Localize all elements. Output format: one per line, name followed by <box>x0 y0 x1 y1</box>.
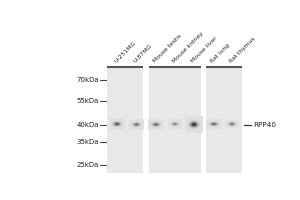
Text: Rat thymus: Rat thymus <box>229 36 257 64</box>
Text: Mouse kidney: Mouse kidney <box>171 31 204 64</box>
Bar <box>107 67 143 173</box>
Text: U-251MG: U-251MG <box>113 41 137 64</box>
Text: U-87MG: U-87MG <box>133 44 153 64</box>
Text: RPP40: RPP40 <box>254 122 277 128</box>
Text: Mouse liver: Mouse liver <box>190 36 218 64</box>
Bar <box>206 67 242 173</box>
Bar <box>148 67 201 173</box>
Text: 25kDa: 25kDa <box>77 162 99 168</box>
Text: Mouse testis: Mouse testis <box>152 34 182 64</box>
Text: Rat lung: Rat lung <box>210 43 231 64</box>
Text: 55kDa: 55kDa <box>77 98 99 104</box>
Text: 40kDa: 40kDa <box>76 122 99 128</box>
Text: 70kDa: 70kDa <box>76 77 99 83</box>
Text: 35kDa: 35kDa <box>76 139 99 145</box>
